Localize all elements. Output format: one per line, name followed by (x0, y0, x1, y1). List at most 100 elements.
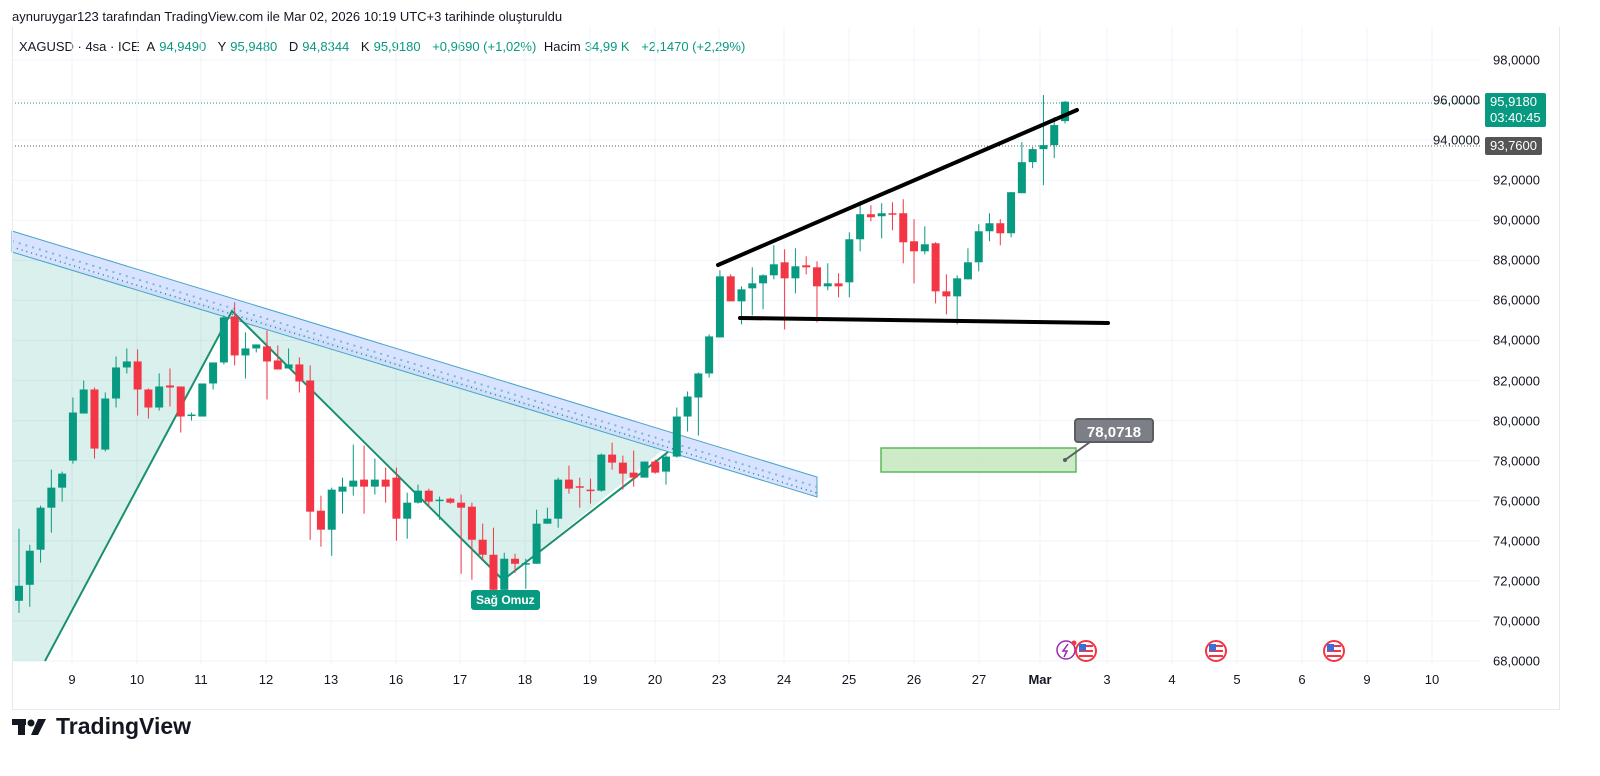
time-tick: 10 (129, 672, 145, 687)
price-tick: 92,0000 (1493, 172, 1540, 188)
candle (90, 387, 99, 459)
tradingview-logo[interactable]: TradingView (12, 713, 191, 740)
candle-body (144, 389, 153, 408)
candle (241, 332, 250, 379)
candle (942, 274, 951, 315)
candle (112, 356, 121, 408)
event-flags (1075, 640, 1345, 662)
candle-body (467, 506, 476, 540)
us-flag-icon[interactable] (1075, 640, 1097, 662)
candle (963, 248, 972, 280)
legend-high-label: Y (217, 39, 227, 54)
candle-body (133, 361, 142, 390)
candle-body (306, 380, 315, 512)
time-tick: 16 (388, 672, 404, 687)
legend-low: D 94,8344 (289, 39, 353, 54)
candle (780, 249, 789, 330)
candle (295, 357, 304, 393)
candle-body (122, 361, 131, 368)
price-tick: 76,0000 (1493, 493, 1540, 509)
candle-body (920, 244, 929, 252)
candle-body (230, 316, 239, 356)
candle-body (694, 373, 703, 398)
candle-body (1007, 192, 1016, 234)
candle (1017, 142, 1026, 194)
grid (12, 27, 1480, 665)
candle-body (856, 214, 865, 240)
candle (144, 388, 153, 419)
callout-pointer (1064, 441, 1091, 461)
legend-volume-value: 34,99 K (584, 39, 630, 54)
candle-body (899, 213, 908, 243)
candle (694, 372, 703, 436)
candle-body (1028, 149, 1037, 163)
callout-anchor (1063, 458, 1067, 462)
candle (996, 219, 1005, 246)
candle-body (435, 499, 444, 502)
candle (101, 392, 110, 452)
time-tick: 25 (841, 672, 857, 687)
candle (597, 453, 606, 492)
candle-body (618, 462, 627, 474)
candle (252, 344, 261, 353)
legend-close-label: K (360, 39, 370, 54)
brand-name: TradingView (56, 713, 192, 739)
lightning-icon[interactable] (1056, 640, 1077, 660)
candles (15, 95, 1069, 613)
candle (370, 458, 379, 495)
legend-open: A 94,9490 (147, 39, 211, 54)
target-zone[interactable] (880, 447, 1077, 473)
candle-body (187, 414, 196, 417)
candle (715, 270, 724, 338)
candle-body (219, 317, 228, 363)
candle-body (748, 283, 757, 289)
candle-body (349, 480, 358, 487)
candle (662, 452, 671, 485)
candle-body (662, 456, 671, 472)
legend-open-label: A (146, 39, 156, 54)
candle-body (58, 473, 67, 488)
price-tick: 98,0000 (1493, 52, 1540, 68)
candle (478, 523, 487, 561)
head-shoulders-lines (44, 309, 669, 662)
price-line-tag: 93,7600 (1485, 137, 1542, 155)
candle (910, 219, 919, 284)
candle-body (209, 362, 218, 384)
candle (554, 477, 563, 528)
symbol-name[interactable]: XAGUSD · 4sa · ICE (19, 39, 140, 54)
candle-body (112, 367, 121, 399)
candle-body (25, 550, 34, 585)
candle (349, 444, 358, 496)
candle (845, 232, 854, 298)
candle-body (500, 558, 509, 590)
candle (759, 274, 768, 310)
candle (467, 502, 476, 580)
candle-body (90, 389, 99, 449)
last-price-tag: 95,9180 03:40:45 (1485, 93, 1546, 127)
time-tick: 5 (1233, 672, 1241, 687)
wedge-lower-line[interactable] (738, 316, 1110, 325)
us-flag-icon[interactable] (1205, 640, 1227, 662)
candle-body (1061, 101, 1069, 122)
candle (532, 509, 541, 564)
candle (823, 263, 832, 291)
candle-body (1017, 162, 1026, 194)
candle (974, 224, 983, 272)
candle (219, 315, 228, 365)
candle (564, 465, 573, 494)
pattern-label[interactable]: Sağ Omuz (471, 590, 540, 610)
candle (521, 558, 530, 589)
candle-body (651, 461, 660, 473)
us-flag-icon[interactable] (1323, 640, 1345, 662)
candle-body (705, 336, 714, 374)
price-callout[interactable]: 78,0718 (1074, 418, 1154, 443)
time-tick: 13 (323, 672, 339, 687)
legend-low-value: 94,8344 (302, 39, 350, 54)
legend-volume-label: Hacim (543, 39, 581, 54)
candle-body (413, 490, 422, 503)
candle-body (866, 214, 875, 218)
wedge-upper-line[interactable] (716, 108, 1079, 267)
candle-body (834, 283, 843, 287)
candle (47, 469, 56, 533)
